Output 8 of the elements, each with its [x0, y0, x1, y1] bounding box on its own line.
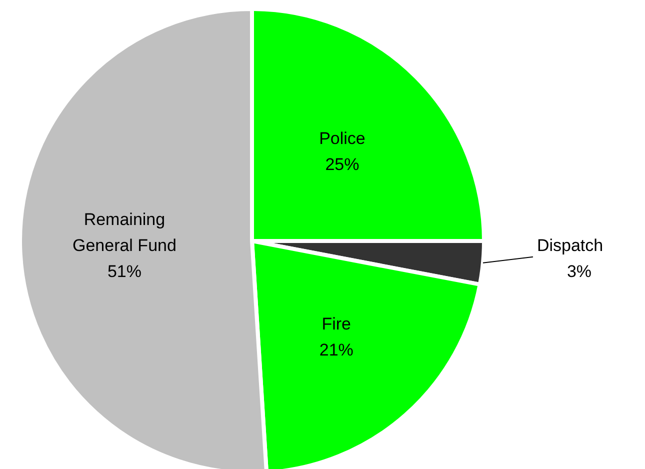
slice-label: Dispatch [536, 236, 604, 255]
slice-label: Police [319, 128, 366, 148]
slice-label: Remaining General Fund [72, 210, 176, 256]
data-label: 21% [319, 340, 354, 360]
data-label: 51% [107, 262, 142, 282]
data-label: 3% [566, 262, 592, 281]
data-label: 25% [325, 154, 360, 174]
slice-label: Fire [322, 314, 352, 334]
